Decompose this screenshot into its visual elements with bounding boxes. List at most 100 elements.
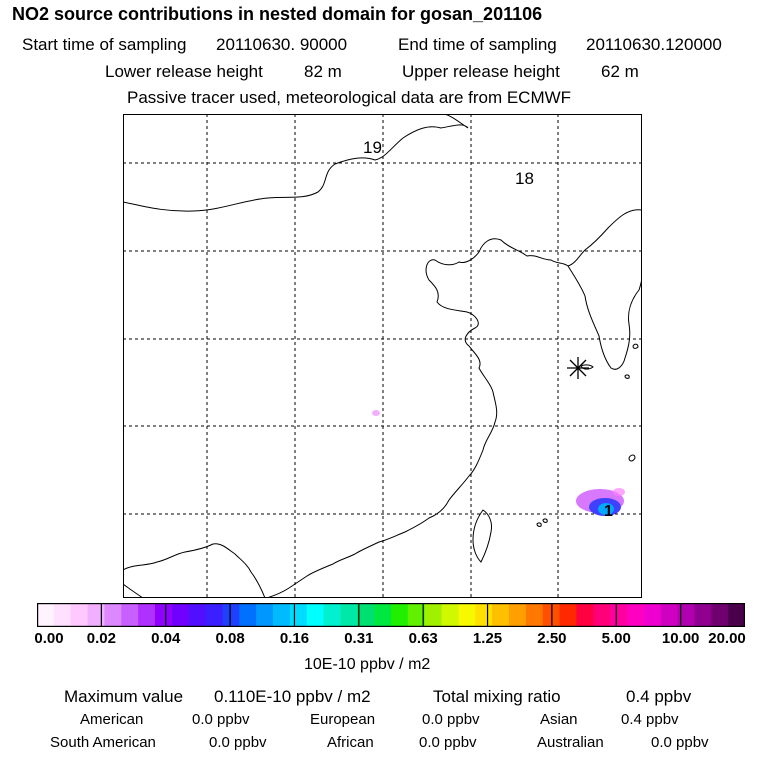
region-name: Asian [540, 711, 578, 728]
colorbar-swatch [104, 603, 122, 627]
colorbar-unit: 10E-10 ppbv / m2 [304, 656, 431, 673]
coastline [542, 518, 548, 523]
colorbar-swatch [424, 603, 443, 627]
colorbar-swatch [475, 603, 493, 627]
colorbar-swatch [340, 603, 358, 627]
border-line [567, 209, 642, 267]
colorbar-tick-label: 0.02 [86, 630, 116, 647]
border-line [123, 583, 144, 598]
colorbar-tick-label: 0.31 [344, 630, 374, 647]
region-name: South American [50, 734, 156, 751]
colorbar-swatch [458, 603, 476, 627]
colorbar-swatch [660, 603, 679, 627]
colorbar-swatch [188, 603, 207, 627]
max-value-label: Maximum value [64, 687, 184, 706]
colorbar-swatch [37, 603, 55, 627]
colorbar-swatch [323, 603, 341, 627]
page-title: NO2 source contributions in nested domai… [12, 4, 543, 24]
max-value: 0.110E-10 ppbv / m2 [214, 687, 371, 706]
colorbar-swatch [391, 603, 409, 627]
colorbar-tick-label: 1.25 [472, 630, 503, 647]
plume-tail [613, 488, 625, 496]
region-name: Australian [537, 734, 604, 751]
colorbar-swatch [205, 603, 223, 627]
colorbar-swatch [138, 603, 156, 627]
coastline [567, 265, 642, 370]
colorbar-swatch [610, 603, 628, 627]
colorbar-swatch [87, 603, 105, 627]
colorbar-swatch [711, 603, 729, 627]
region-value: 0.0 ppbv [422, 711, 480, 728]
plume-inner [598, 503, 614, 515]
coastlines [123, 114, 642, 598]
colorbar-swatch [239, 603, 257, 627]
colorbar-swatch [441, 603, 459, 627]
colorbar-swatch [593, 603, 611, 627]
colorbar-tick-label: 20.00 [708, 630, 746, 647]
tracer-note: Passive tracer used, meteorological data… [127, 88, 572, 107]
colorbar-swatch [256, 603, 274, 627]
colorbar-swatch [53, 603, 72, 627]
region-value: 0.0 ppbv [192, 711, 250, 728]
map-gridlines [123, 114, 642, 598]
colorbar-swatch [289, 603, 308, 627]
coastline [536, 522, 542, 527]
colorbar-swatch [677, 603, 695, 627]
border-line [123, 114, 469, 212]
colorbar-tick-label: 10.00 [661, 630, 700, 647]
colorbar-swatch [273, 603, 291, 627]
region-value: 0.0 ppbv [651, 734, 709, 751]
region-name: African [327, 734, 374, 751]
colorbar-tick-label: 0.04 [151, 630, 181, 647]
colorbar-swatch [374, 603, 392, 627]
colorbar-tick-label: 0.08 [215, 630, 245, 647]
colorbar-swatch [627, 603, 645, 627]
region-value: 0.0 ppbv [209, 734, 267, 751]
region-value: 0.4 ppbv [621, 711, 679, 728]
colorbar [37, 603, 745, 627]
colorbar-swatch [121, 603, 139, 627]
coastline [632, 343, 639, 349]
colorbar-swatch [155, 603, 173, 627]
region-name: American [80, 711, 144, 728]
coastline [266, 238, 569, 598]
asterisk-icon [567, 357, 589, 379]
colorbar-border [37, 603, 745, 627]
plume-speck [372, 410, 380, 416]
map-panel: 19 18 1 [123, 114, 642, 598]
lower-height-label: Lower release height [105, 62, 263, 81]
colorbar-swatch [559, 603, 577, 627]
start-time-value: 20110630. 90000 [216, 35, 348, 54]
end-time-label: End time of sampling [398, 35, 557, 54]
colorbar-swatch [357, 603, 375, 627]
upper-height-label: Upper release height [402, 62, 560, 81]
colorbar-swatch [407, 603, 426, 627]
lower-height-value: 82 m [304, 62, 342, 81]
colorbar-tick-label: 0.16 [279, 630, 310, 647]
colorbar-swatch [222, 603, 240, 627]
colorbar-swatch [525, 603, 544, 627]
colorbar-tick-label: 0.00 [34, 630, 64, 647]
colorbar-tick-label: 0.63 [408, 630, 438, 647]
colorbar-swatch [643, 603, 662, 627]
colorbar-swatch [306, 603, 325, 627]
start-time-label: Start time of sampling [22, 35, 187, 54]
upper-height-value: 62 m [601, 62, 639, 81]
map-label-1: 1 [604, 503, 613, 520]
colorbar-swatch [70, 603, 89, 627]
coastline [472, 509, 492, 563]
end-time-value: 20110630.120000 [586, 35, 722, 54]
colorbar-swatch [171, 603, 190, 627]
colorbar-tick-label: 5.00 [601, 630, 631, 647]
colorbar-swatch [509, 603, 527, 627]
total-mixing-value: 0.4 ppbv [626, 687, 692, 706]
colorbar-swatch [576, 603, 594, 627]
colorbar-swatch [694, 603, 712, 627]
colorbar-swatch [728, 603, 745, 627]
coastline [628, 454, 636, 462]
tracer-plume [372, 410, 625, 516]
total-mixing-label: Total mixing ratio [433, 687, 561, 706]
border-line [123, 543, 266, 598]
colorbar-swatch [492, 603, 510, 627]
map-label-18: 18 [515, 169, 534, 188]
